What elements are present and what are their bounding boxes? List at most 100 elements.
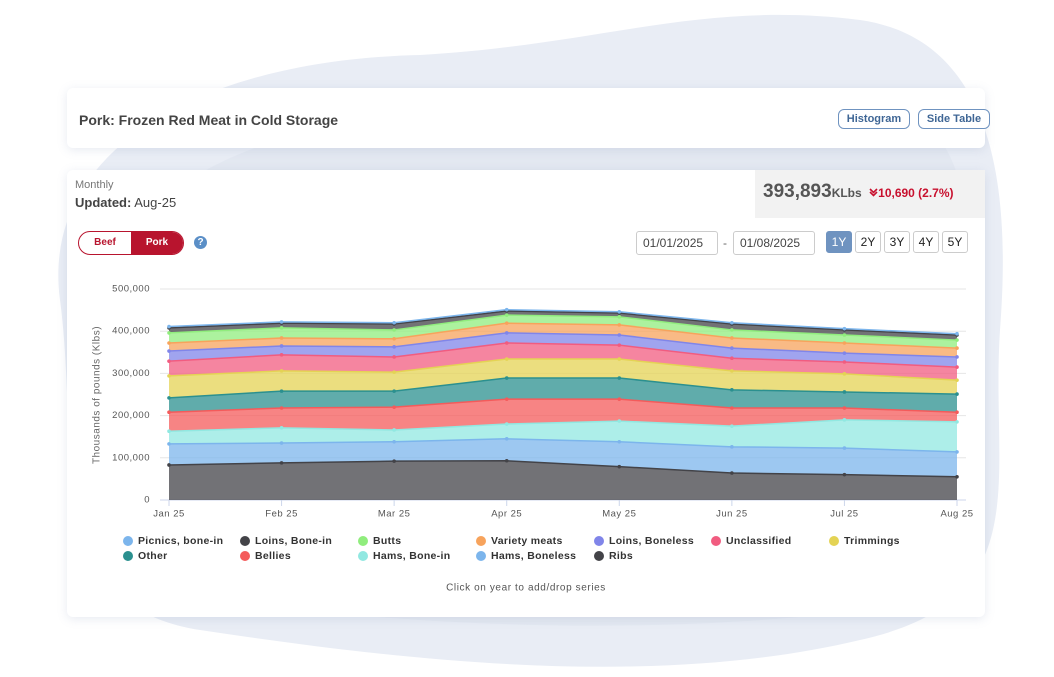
- legend-label: Variety meats: [491, 535, 563, 547]
- point-marker: [504, 331, 509, 335]
- area: [169, 359, 957, 398]
- updated-value: Aug-25: [134, 195, 177, 210]
- point-marker: [504, 422, 509, 426]
- point-marker: [392, 389, 396, 393]
- change: 10,690 (2.7%): [878, 186, 954, 200]
- point-marker: [617, 419, 622, 423]
- point-marker: [392, 405, 396, 409]
- unit: KLbs: [831, 186, 862, 200]
- series-line: [168, 308, 958, 335]
- point-marker: [279, 353, 284, 357]
- point-marker: [279, 426, 284, 430]
- point-marker: [842, 446, 847, 450]
- frequency: Monthly: [75, 179, 114, 191]
- range-button[interactable]: 3Y: [884, 231, 910, 253]
- point-marker: [279, 441, 284, 445]
- x-tick-label: May 25: [602, 509, 636, 520]
- range-button[interactable]: 1Y: [826, 231, 852, 253]
- range-button[interactable]: 4Y: [913, 231, 939, 253]
- y-tick-label: 0: [144, 495, 150, 506]
- range-button[interactable]: 5Y: [942, 231, 968, 253]
- value: 393,893: [763, 181, 832, 202]
- point-marker: [392, 328, 396, 332]
- point-marker: [842, 351, 847, 355]
- legend-marker: [711, 536, 721, 546]
- point-marker: [617, 343, 622, 347]
- histogram-button[interactable]: Histogram: [838, 109, 910, 129]
- point-marker: [955, 378, 959, 382]
- point-marker: [279, 406, 284, 410]
- legend-marker: [594, 536, 604, 546]
- area: [169, 310, 957, 341]
- point-marker: [504, 437, 509, 441]
- side-table-button[interactable]: Side Table: [918, 109, 990, 129]
- pork-toggle[interactable]: Pork: [131, 232, 183, 254]
- legend-label: Loins, Bone-in: [255, 535, 332, 547]
- point-marker: [392, 355, 396, 359]
- series-line: [168, 310, 958, 336]
- point-marker: [955, 346, 959, 350]
- point-marker: [730, 471, 734, 475]
- point-marker: [730, 388, 734, 392]
- point-marker: [842, 472, 847, 477]
- series-line: [168, 314, 958, 341]
- point-marker: [279, 389, 284, 393]
- point-marker: [167, 349, 171, 353]
- summary-box: [755, 170, 985, 218]
- y-axis-title: Thousands of pounds (Klbs): [92, 326, 103, 464]
- point-marker: [730, 356, 734, 361]
- down-arrow-icon: [869, 188, 878, 197]
- x-tick-label: Mar 25: [378, 509, 411, 520]
- series-line: [168, 332, 958, 358]
- point-marker: [842, 390, 847, 394]
- point-marker: [279, 336, 284, 340]
- point-marker: [392, 428, 396, 432]
- point-marker: [730, 424, 734, 428]
- page-title: Pork: Frozen Red Meat in Cold Storage: [79, 112, 339, 128]
- updated: Updated: Aug-25: [75, 195, 176, 210]
- legend-marker: [358, 551, 368, 561]
- point-marker: [504, 321, 509, 325]
- area: [169, 419, 957, 452]
- legend-label: Unclassified: [726, 535, 791, 547]
- point-marker: [730, 369, 734, 373]
- point-marker: [955, 331, 959, 336]
- legend-marker: [358, 536, 368, 546]
- point-marker: [842, 333, 847, 337]
- point-marker: [167, 410, 171, 415]
- y-tick-label: 300,000: [112, 368, 150, 379]
- series-line: [168, 358, 958, 381]
- help-icon[interactable]: ?: [194, 236, 207, 249]
- point-marker: [955, 420, 959, 424]
- point-marker: [617, 376, 622, 380]
- legend-marker: [476, 536, 486, 546]
- start-date[interactable]: 01/01/2025: [636, 231, 718, 255]
- legend-marker: [123, 536, 133, 546]
- end-date[interactable]: 01/08/2025: [733, 231, 815, 255]
- updated-label: Updated:: [75, 195, 132, 210]
- point-marker: [842, 341, 847, 345]
- point-marker: [617, 323, 622, 327]
- footnote: Click on year to add/drop series: [446, 583, 606, 594]
- point-marker: [279, 326, 284, 330]
- range-button[interactable]: 2Y: [855, 231, 881, 253]
- legend-marker: [123, 551, 133, 561]
- series-line: [168, 398, 958, 413]
- x-tick-label: Apr 25: [491, 509, 522, 520]
- point-marker: [617, 333, 622, 337]
- point-marker: [955, 450, 959, 454]
- series-line: [168, 460, 958, 478]
- point-marker: [617, 309, 622, 314]
- point-marker: [392, 320, 396, 325]
- beef-toggle[interactable]: Beef: [94, 237, 116, 248]
- x-tick-label: Feb 25: [265, 509, 298, 520]
- point-marker: [392, 459, 396, 463]
- x-tick-label: Jan 25: [153, 509, 185, 520]
- point-marker: [167, 341, 171, 345]
- legend-label: Butts: [373, 535, 401, 547]
- area: [169, 378, 957, 413]
- point-marker: [167, 442, 171, 446]
- legend-marker: [240, 551, 250, 561]
